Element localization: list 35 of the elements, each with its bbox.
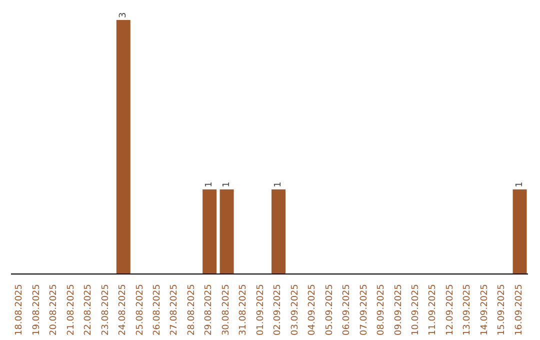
x-tick-label: 09.09.2025 — [394, 284, 404, 336]
x-tick-label: 31.08.2025 — [238, 284, 249, 336]
x-tick-label: 01.09.2025 — [256, 284, 266, 336]
x-tick-label: 26.08.2025 — [152, 284, 162, 336]
x-tick-label: 18.08.2025 — [14, 284, 25, 336]
x-tick-label: 03.09.2025 — [290, 284, 300, 336]
x-tick-label: 15.09.2025 — [497, 284, 508, 336]
x-tick-label: 22.08.2025 — [84, 284, 94, 336]
x-tick-label: 04.09.2025 — [308, 284, 318, 336]
x-tick-label: 24.08.2025 — [118, 284, 128, 336]
x-tick-label: 20.08.2025 — [49, 284, 60, 336]
x-tick-label: 16.09.2025 — [514, 284, 524, 336]
x-tick-label: 08.09.2025 — [376, 284, 387, 336]
data-label: 3 — [118, 12, 128, 18]
data-label: 1 — [274, 182, 284, 188]
x-tick-label: 14.09.2025 — [480, 284, 490, 336]
x-tick-label: 07.09.2025 — [359, 284, 370, 336]
x-tick-label: 29.08.2025 — [204, 284, 214, 336]
x-tick-label: 30.08.2025 — [221, 284, 232, 336]
x-tick-label: 23.08.2025 — [100, 284, 111, 336]
x-tick-label: 12.09.2025 — [445, 284, 456, 336]
x-tick-label: 05.09.2025 — [324, 284, 335, 336]
x-tick-label: 02.09.2025 — [273, 284, 284, 336]
data-label: 1 — [222, 182, 232, 188]
x-tick-label: 25.08.2025 — [135, 284, 146, 336]
data-label: 1 — [514, 182, 525, 188]
x-tick-label: 13.09.2025 — [462, 284, 473, 336]
x-tick-label: 06.09.2025 — [342, 284, 352, 336]
data-label: 1 — [204, 182, 215, 188]
x-tick-label: 11.09.2025 — [428, 284, 438, 336]
x-tick-label: 28.08.2025 — [186, 284, 197, 336]
x-tick-label: 27.08.2025 — [170, 284, 180, 336]
x-tick-label: 19.08.2025 — [32, 284, 42, 336]
x-tick-label: 21.08.2025 — [66, 284, 76, 336]
x-tick-label: 10.09.2025 — [410, 284, 421, 336]
